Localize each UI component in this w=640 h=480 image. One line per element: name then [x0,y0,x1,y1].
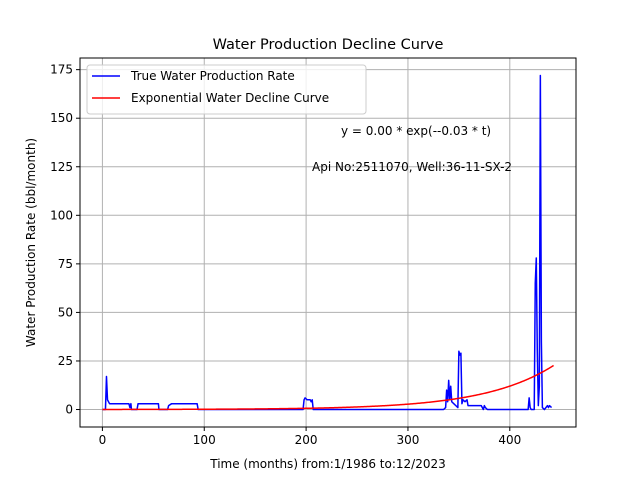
y-tick-label: 150 [50,111,73,125]
x-tick-label: 0 [99,433,107,447]
legend-label-exp: Exponential Water Decline Curve [131,91,329,105]
series-lines [102,74,554,411]
chart-title: Water Production Decline Curve [213,37,444,53]
y-tick-label: 25 [58,354,73,368]
x-axis-title: Time (months) from:1/1986 to:12/2023 [209,457,446,471]
x-tick-label: 200 [295,433,318,447]
plot-frame [79,57,577,428]
y-tick-label: 0 [65,403,73,417]
x-tick-label: 300 [396,433,419,447]
y-tick-label: 125 [50,160,73,174]
legend-box [86,64,367,115]
exponential-fit-line [102,364,554,411]
y-tick-label: 50 [58,305,73,319]
y-tick-label: 75 [58,257,73,271]
well-annotation: Api No:2511070, Well:36-11-SX-2 [312,160,512,174]
equation-annotation: y = 0.00 * exp(--0.03 * t) [341,124,491,138]
y-axis-title: Water Production Rate (bbl/month) [24,138,38,347]
legend-label-true: True Water Production Rate [130,69,295,83]
axis-ticks: 0 100 200 300 400 0 25 50 75 100 125 150 175 [50,63,521,447]
true-rate-line [102,74,553,411]
x-tick-label: 400 [498,433,521,447]
y-tick-label: 175 [50,63,73,77]
x-tick-label: 100 [193,433,216,447]
legend: True Water Production Rate Exponential W… [86,64,367,115]
y-tick-label: 100 [50,208,73,222]
